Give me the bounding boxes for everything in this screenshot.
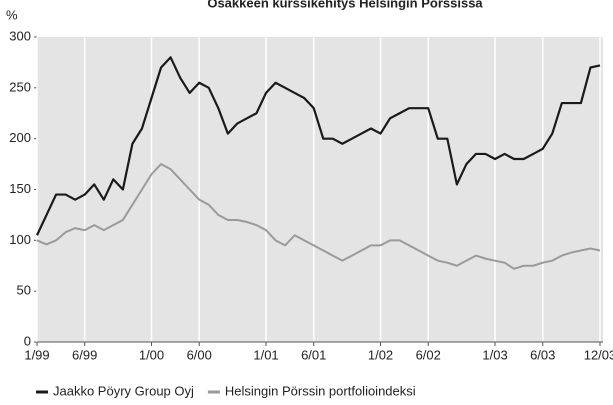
y-tick-label: 200 [9,130,31,145]
x-tick-label: 1/01 [253,347,278,362]
x-tick-label: 6/02 [416,347,441,362]
y-tick-label: 300 [9,28,31,43]
y-axis-label: % [6,7,18,22]
x-tick-label: 6/00 [187,347,212,362]
x-tick-label: 6/99 [72,347,97,362]
series-line [36,163,601,270]
x-tick-label: 1/03 [482,347,507,362]
x-tick-label: 1/02 [368,347,393,362]
y-tick-label: 150 [9,181,31,196]
y-tick-label: 100 [9,232,31,247]
x-tick-label: 1/99 [24,347,49,362]
y-tick-label: 50 [17,283,31,298]
x-tick-label: 1/00 [139,347,164,362]
series-line [36,56,601,236]
plot-area [37,37,603,342]
chart-title: Osakkeen kurssikehitys Helsingin Pörssis… [207,0,483,10]
x-tick-label: 6/03 [530,347,555,362]
x-tick-label: 12/03 [584,347,613,362]
x-tick-label: 6/01 [301,347,326,362]
legend-label: Jaakko Pöyry Group Oyj [53,383,194,398]
legend-label: Helsingin Pörssin portfolioindeksi [225,383,416,398]
y-tick-label: 0 [24,333,31,348]
y-tick-label: 250 [9,79,31,94]
